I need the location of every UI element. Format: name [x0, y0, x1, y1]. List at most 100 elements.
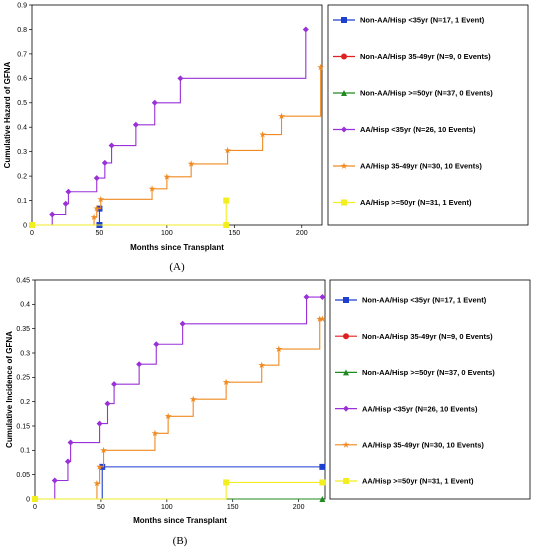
- x-tick-label: 200: [296, 230, 308, 237]
- data-point: [189, 395, 197, 403]
- data-point: [64, 458, 71, 465]
- plot-frame: [34, 279, 326, 500]
- series-line: [35, 481, 323, 500]
- legend-label: Non-AA/Hisp 35-49yr (N=9, 0 Events): [360, 52, 491, 61]
- y-tick-label: 0.1: [17, 198, 27, 205]
- data-point: [303, 294, 310, 301]
- legend-box: [327, 4, 529, 226]
- legend-swatch-marker: [341, 17, 347, 23]
- x-axis-title: Months since Transplant: [130, 243, 224, 252]
- data-point: [275, 345, 283, 353]
- legend-item-3: Non-AA/Hisp >=50yr (N=37, 0 Events): [333, 89, 493, 98]
- legend-item-1: Non-AA/Hisp <35yr (N=17, 1 Event): [335, 296, 487, 305]
- legend-label: AA/Hisp 35-49yr (N=30, 10 Events): [362, 441, 484, 450]
- data-point: [96, 420, 103, 427]
- legend-item-1: Non-AA/Hisp <35yr (N=17, 1 Event): [333, 16, 485, 25]
- data-point: [90, 213, 98, 221]
- y-tick-label: 0: [23, 222, 27, 229]
- legend-swatch-marker: [343, 369, 349, 376]
- x-tick-label: 50: [97, 504, 105, 511]
- data-point: [179, 320, 186, 327]
- data-point: [104, 400, 111, 407]
- series-6: [29, 197, 230, 228]
- legend-label: Non-AA/Hisp >=50yr (N=37, 0 Events): [360, 89, 493, 98]
- legend-swatch-marker: [341, 53, 347, 60]
- series-line: [35, 318, 323, 500]
- legend-label: AA/Hisp 35-49yr (N=30, 10 Events): [360, 162, 482, 171]
- data-point: [319, 496, 326, 502]
- data-point: [32, 496, 38, 502]
- y-tick-label: 0.9: [17, 2, 27, 9]
- legend-swatch-marker: [340, 162, 348, 169]
- data-point: [96, 463, 104, 470]
- y-axis-title: Cumulative Incidence of GFNA: [5, 331, 14, 448]
- data-point: [317, 63, 325, 71]
- legend-swatch-marker: [343, 405, 349, 412]
- x-tick-label: 50: [96, 230, 104, 237]
- x-tick-label: 200: [293, 504, 305, 511]
- data-point: [223, 479, 230, 486]
- y-tick-label: 0.8: [17, 27, 27, 34]
- panel-label: (A): [169, 261, 185, 273]
- legend-label: Non-AA/Hisp >=50yr (N=37, 0 Events): [362, 368, 495, 377]
- data-point: [163, 173, 171, 180]
- legend-label: AA/Hisp <35yr (N=26, 10 Events): [362, 404, 478, 413]
- x-axis-title: Months since Transplant: [133, 516, 227, 525]
- y-tick-label: 0.4: [20, 302, 30, 309]
- data-point: [151, 99, 158, 106]
- legend-item-4: AA/Hisp <35yr (N=26, 10 Events): [335, 404, 478, 413]
- series-4: [29, 26, 309, 228]
- data-point: [224, 146, 232, 154]
- legend-swatch-marker: [343, 333, 349, 340]
- legend-label: AA/Hisp >=50yr (N=31, 1 Event): [360, 198, 472, 207]
- legend-label: AA/Hisp >=50yr (N=31, 1 Event): [362, 477, 474, 486]
- legend-swatch-marker: [342, 441, 350, 448]
- data-point: [278, 112, 285, 120]
- data-point: [29, 222, 35, 228]
- x-tick-label: 100: [161, 504, 173, 511]
- legend-item-5: AA/Hisp 35-49yr (N=30, 10 Events): [333, 162, 482, 171]
- y-tick-label: 0.45: [16, 277, 30, 284]
- data-point: [187, 160, 195, 167]
- legend-item-3: Non-AA/Hisp >=50yr (N=37, 0 Events): [335, 368, 495, 377]
- data-point: [51, 477, 58, 484]
- data-point: [222, 378, 230, 386]
- data-point: [223, 197, 230, 204]
- legend: Non-AA/Hisp <35yr (N=17, 1 Event) Non-AA/…: [329, 279, 531, 500]
- y-tick-label: 0.1: [20, 448, 30, 455]
- panel-b-chart: 0 0.05 0.1 0.15 0.2 0.25 0.3 0.35 0.4 0.45 0 50 100 1…: [5, 277, 531, 547]
- panel-label: (B): [173, 535, 188, 547]
- data-point: [319, 463, 326, 470]
- legend-swatch-marker: [341, 126, 347, 133]
- panel-a-chart: 0 0.1 0.2 0.3 0.4 0.5 0.6 0.7 0.8 0.9 0 50 100 150 200…: [3, 2, 529, 273]
- data-point: [97, 195, 105, 203]
- data-point: [93, 479, 101, 487]
- y-tick-label: 0.2: [17, 174, 27, 181]
- legend-item-6: AA/Hisp >=50yr (N=31, 1 Event): [335, 477, 474, 486]
- y-tick-label: 0.3: [17, 149, 27, 156]
- series-line: [32, 67, 322, 226]
- data-point: [93, 175, 100, 182]
- x-tick-label: 100: [161, 230, 173, 237]
- data-point: [151, 429, 159, 437]
- data-point: [223, 222, 230, 228]
- legend-swatch-marker: [343, 478, 349, 484]
- data-point: [302, 26, 309, 33]
- y-tick-label: 0.25: [16, 375, 30, 382]
- legend-label: AA/Hisp <35yr (N=26, 10 Events): [360, 125, 476, 134]
- data-point: [164, 412, 172, 420]
- legend-item-5: AA/Hisp 35-49yr (N=30, 10 Events): [335, 441, 484, 450]
- data-point: [318, 315, 326, 322]
- data-point: [258, 361, 266, 369]
- y-tick-label: 0.6: [17, 76, 27, 83]
- data-point: [136, 361, 143, 368]
- data-point: [153, 341, 160, 348]
- y-tick-label: 0.7: [17, 51, 27, 58]
- data-point: [65, 188, 72, 195]
- x-tick-label: 0: [33, 504, 37, 511]
- data-point: [49, 211, 56, 218]
- legend-swatch-marker: [341, 199, 347, 206]
- data-point: [101, 159, 108, 166]
- series-line: [32, 200, 227, 226]
